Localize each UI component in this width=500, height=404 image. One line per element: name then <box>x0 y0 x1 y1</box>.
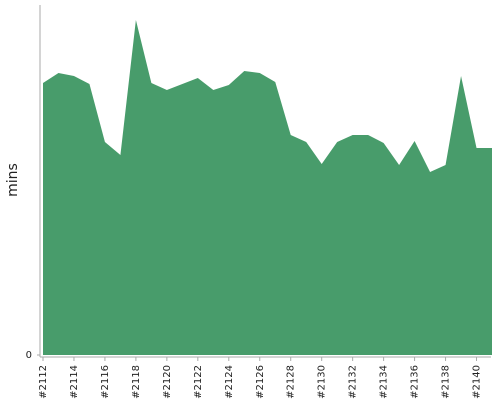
y-axis-label: mins <box>5 163 21 197</box>
x-tick-label: #2122 <box>193 365 204 399</box>
area <box>43 20 492 355</box>
x-tick-label: #2140 <box>472 365 483 399</box>
x-tick-label: #2116 <box>100 365 111 399</box>
x-tick-label: #2114 <box>69 365 80 399</box>
y-tick-label: 0 <box>26 350 32 361</box>
x-tick-label: #2118 <box>131 365 142 399</box>
x-tick-label: #2120 <box>162 365 173 399</box>
x-tick-label: #2134 <box>379 365 390 399</box>
x-tick-label: #2136 <box>410 365 421 399</box>
x-tick-label: #2128 <box>286 365 297 399</box>
x-tick-label: #2126 <box>255 365 266 399</box>
x-tick-label: #2112 <box>38 365 49 399</box>
x-tick-label: #2130 <box>317 365 328 399</box>
x-tick-label: #2124 <box>224 365 235 399</box>
x-tick-label: #2132 <box>348 365 359 399</box>
x-tick-label: #2138 <box>441 365 452 399</box>
